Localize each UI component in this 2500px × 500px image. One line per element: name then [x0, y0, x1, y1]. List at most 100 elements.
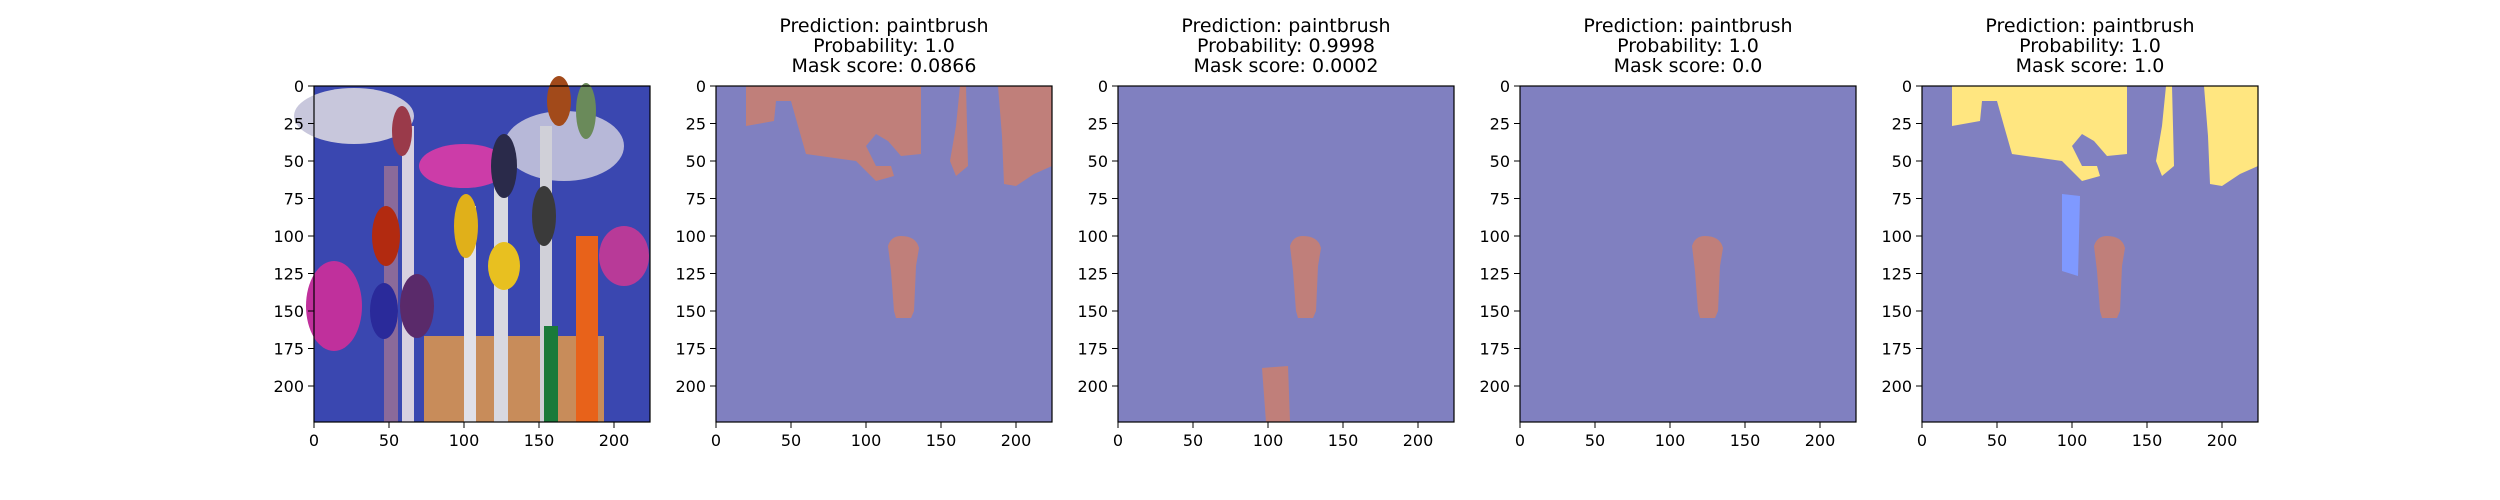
mask-background — [1118, 86, 1454, 422]
photo-brush-tip-rust — [547, 76, 571, 126]
y-tick-label: 125 — [1077, 265, 1108, 284]
y-tick-label: 50 — [1490, 152, 1510, 171]
photo-brush-handle-orange — [576, 236, 598, 422]
y-tick-label: 25 — [284, 115, 304, 134]
photo-brush-tip-green — [576, 83, 596, 139]
photo-brush-handle-2 — [402, 126, 414, 422]
y-tick-label: 50 — [686, 152, 706, 171]
y-tick-label: 175 — [1077, 340, 1108, 359]
y-tick-label: 25 — [1088, 115, 1108, 134]
photo-paint-splash-white — [294, 88, 414, 144]
x-tick-label: 50 — [379, 431, 399, 450]
mask-region-right-2 — [998, 86, 1052, 186]
x-tick-label: 150 — [2132, 431, 2163, 450]
y-tick-label: 100 — [273, 227, 304, 246]
axes-frame — [1117, 85, 1455, 423]
mask-panel-3 — [1520, 86, 1856, 422]
mask-region-bottom — [1262, 366, 1290, 422]
x-tick-label: 0 — [1917, 431, 1927, 450]
mask-panel-2 — [1118, 86, 1454, 422]
y-tick-label: 125 — [1479, 265, 1510, 284]
y-tick-label: 150 — [1881, 302, 1912, 321]
mask-background — [1922, 86, 2258, 422]
y-tick-label: 200 — [1479, 377, 1510, 396]
x-tick-label: 100 — [1253, 431, 1284, 450]
photo-brush-tip-dark-2 — [532, 186, 556, 246]
y-tick-label: 50 — [1088, 152, 1108, 171]
mask-region-right — [2156, 86, 2174, 176]
axes-overlay: 0 50 100 150 200 0 25 50 75 100 125 150 175 200 0 50 100… — [273, 15, 2259, 450]
y-tick-label: 75 — [1088, 190, 1108, 209]
x-tick-label: 100 — [1655, 431, 1686, 450]
mask-region-right — [950, 86, 968, 176]
y-tick-label: 125 — [273, 265, 304, 284]
y-tick-label: 25 — [1490, 115, 1510, 134]
y-tick-label: 0 — [1098, 77, 1108, 96]
axes-1: 0 50 100 150 200 0 25 50 75 100 125 150 175 200 Predic… — [675, 15, 1053, 450]
x-tick-label: 50 — [1585, 431, 1605, 450]
y-tick-label: 25 — [1892, 115, 1912, 134]
y-tick-label: 75 — [1490, 190, 1510, 209]
photo-panel — [294, 76, 650, 422]
x-tick-label: 50 — [1987, 431, 2007, 450]
y-tick-label: 150 — [1077, 302, 1108, 321]
photo-paint-splash-magenta-3 — [599, 226, 649, 286]
panel-title-line: Mask score: 0.0002 — [1194, 55, 1379, 77]
y-tick-label: 50 — [284, 152, 304, 171]
axes-frame — [313, 85, 651, 423]
panel-title-line: Prediction: paintbrush — [1985, 15, 2194, 37]
photo-paint-splash-white-2 — [504, 111, 624, 181]
mask-region-right-2 — [2204, 86, 2258, 186]
panel-title-line: Mask score: 1.0 — [2016, 55, 2165, 77]
photo-brush-tip-yellow — [454, 194, 478, 258]
photo-brush-handle-4 — [494, 176, 508, 422]
y-tick-label: 75 — [686, 190, 706, 209]
y-tick-label: 0 — [1500, 77, 1510, 96]
x-tick-label: 0 — [1515, 431, 1525, 450]
mask-background — [1520, 86, 1856, 422]
y-tick-label: 175 — [273, 340, 304, 359]
y-tick-label: 200 — [1077, 377, 1108, 396]
photo-brush-handle-3 — [464, 206, 476, 422]
x-tick-label: 0 — [711, 431, 721, 450]
panel-title-line: Probability: 1.0 — [1617, 35, 1759, 57]
axes-4: 0 50 100 150 200 0 25 50 75 100 125 150 175 200 Predic… — [1881, 15, 2259, 450]
axes-frame — [1921, 85, 2259, 423]
x-tick-label: 150 — [1328, 431, 1359, 450]
axes-2: 0 50 100 150 200 0 25 50 75 100 125 150 175 200 Predic… — [1077, 15, 1455, 450]
y-tick-label: 75 — [1892, 190, 1912, 209]
photo-paint-splash-magenta-2 — [306, 261, 362, 351]
x-tick-label: 50 — [781, 431, 801, 450]
x-tick-label: 150 — [926, 431, 957, 450]
x-tick-label: 150 — [1730, 431, 1761, 450]
x-tick-label: 200 — [2207, 431, 2238, 450]
panel-title-line: Probability: 0.9998 — [1197, 35, 1375, 57]
x-tick-label: 100 — [851, 431, 882, 450]
y-tick-label: 150 — [1479, 302, 1510, 321]
x-tick-label: 200 — [1805, 431, 1836, 450]
y-tick-label: 175 — [675, 340, 706, 359]
x-tick-label: 100 — [449, 431, 480, 450]
mask-blob — [1692, 236, 1723, 318]
x-tick-label: 200 — [1403, 431, 1434, 450]
mask-blob — [1290, 236, 1321, 318]
y-tick-label: 50 — [1892, 152, 1912, 171]
axes-frame — [1519, 85, 1857, 423]
mask-region-top — [1952, 86, 2127, 181]
panel-title-line: Probability: 1.0 — [813, 35, 955, 57]
mask-panel-4 — [1922, 86, 2258, 422]
y-tick-label: 100 — [1881, 227, 1912, 246]
y-tick-label: 75 — [284, 190, 304, 209]
panel-title-line: Mask score: 0.0 — [1614, 55, 1763, 77]
y-tick-label: 100 — [675, 227, 706, 246]
x-tick-label: 0 — [1113, 431, 1123, 450]
y-tick-label: 125 — [675, 265, 706, 284]
y-tick-label: 100 — [1479, 227, 1510, 246]
y-tick-label: 175 — [1479, 340, 1510, 359]
axes-3: 0 50 100 150 200 0 25 50 75 100 125 150 175 200 Predic… — [1479, 15, 1857, 450]
y-tick-label: 150 — [675, 302, 706, 321]
mask-region-other — [2062, 194, 2080, 276]
x-tick-label: 50 — [1183, 431, 1203, 450]
y-tick-label: 125 — [1881, 265, 1912, 284]
photo-image — [294, 76, 650, 422]
